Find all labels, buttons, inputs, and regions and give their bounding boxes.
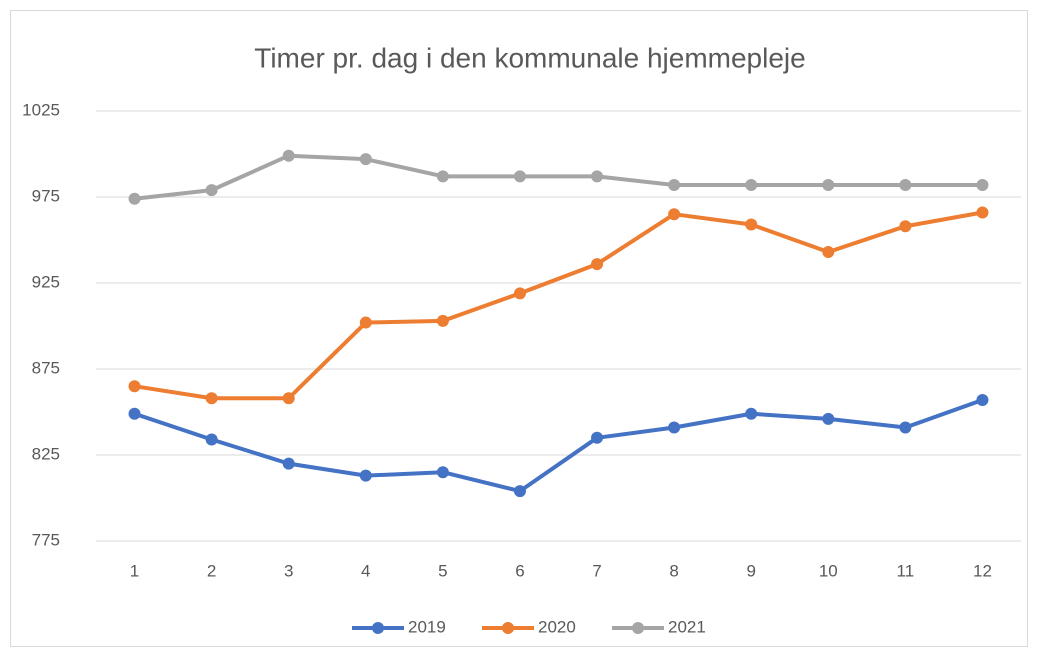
y-tick-label: 775 <box>32 530 60 549</box>
x-tick-label: 8 <box>669 561 678 580</box>
legend-marker <box>502 622 514 634</box>
chart-border <box>10 10 1028 647</box>
y-tick-label: 825 <box>32 444 60 463</box>
x-tick-label: 10 <box>819 561 838 580</box>
series-line <box>132 153 985 201</box>
series-line <box>132 210 985 401</box>
x-tick-label: 11 <box>897 561 915 580</box>
marker <box>513 485 526 498</box>
marker <box>205 433 218 446</box>
y-tick-label: 925 <box>32 272 60 291</box>
marker <box>436 314 449 327</box>
marker <box>668 421 681 434</box>
marker <box>205 392 218 405</box>
y-tick-label: 1025 <box>22 100 60 119</box>
marker <box>976 178 989 191</box>
marker <box>282 392 295 405</box>
legend-marker <box>372 622 384 634</box>
legend-label: 2021 <box>668 617 706 636</box>
marker <box>513 170 526 183</box>
marker <box>128 407 141 420</box>
legend-marker <box>632 622 644 634</box>
marker <box>668 208 681 221</box>
x-tick-label: 7 <box>592 561 601 580</box>
marker <box>282 457 295 470</box>
marker <box>359 153 372 166</box>
marker <box>899 421 912 434</box>
marker <box>128 192 141 205</box>
y-tick-label: 875 <box>32 358 60 377</box>
marker <box>745 407 758 420</box>
series-line <box>132 397 985 494</box>
marker <box>745 178 758 191</box>
marker <box>822 246 835 259</box>
y-tick-label: 975 <box>32 186 60 205</box>
marker <box>359 316 372 329</box>
marker <box>128 380 141 393</box>
marker <box>899 220 912 233</box>
marker <box>436 170 449 183</box>
marker <box>899 178 912 191</box>
marker <box>668 178 681 191</box>
x-tick-label: 1 <box>130 561 139 580</box>
x-tick-label: 6 <box>515 561 524 580</box>
marker <box>822 412 835 425</box>
marker <box>745 218 758 231</box>
legend-label: 2020 <box>538 617 576 636</box>
marker <box>436 466 449 479</box>
x-tick-label: 5 <box>438 561 447 580</box>
marker <box>822 178 835 191</box>
marker <box>359 469 372 482</box>
x-tick-label: 2 <box>207 561 216 580</box>
x-tick-label: 12 <box>973 561 992 580</box>
chart-title: Timer pr. dag i den kommunale hjemmeplej… <box>254 42 805 73</box>
marker <box>205 184 218 197</box>
legend-label: 2019 <box>408 617 446 636</box>
marker <box>513 287 526 300</box>
marker <box>282 149 295 162</box>
x-tick-label: 3 <box>284 561 293 580</box>
marker <box>976 206 989 219</box>
marker <box>591 258 604 271</box>
x-tick-label: 9 <box>746 561 755 580</box>
marker <box>591 170 604 183</box>
marker <box>976 393 989 406</box>
marker <box>591 431 604 444</box>
x-tick-label: 4 <box>361 561 370 580</box>
